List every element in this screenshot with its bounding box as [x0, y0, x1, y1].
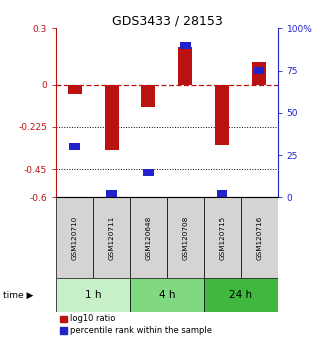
Text: time ▶: time ▶ [3, 291, 34, 299]
Bar [130, 278, 204, 312]
Bar [56, 278, 130, 312]
Bar [142, 85, 155, 107]
Title: GDS3433 / 28153: GDS3433 / 28153 [111, 14, 222, 27]
Bar [68, 85, 82, 94]
Text: GSM120708: GSM120708 [182, 216, 188, 260]
FancyBboxPatch shape [167, 198, 204, 278]
Text: 4 h: 4 h [159, 290, 175, 300]
FancyBboxPatch shape [56, 198, 93, 278]
Bar [143, 169, 154, 176]
Text: GSM120648: GSM120648 [145, 216, 152, 260]
Bar [105, 85, 118, 150]
Legend: log10 ratio, percentile rank within the sample: log10 ratio, percentile rank within the … [60, 314, 213, 335]
Text: GSM120716: GSM120716 [256, 216, 262, 260]
FancyBboxPatch shape [93, 198, 130, 278]
FancyBboxPatch shape [241, 198, 278, 278]
Bar [180, 42, 191, 49]
FancyBboxPatch shape [130, 198, 167, 278]
Text: GSM120710: GSM120710 [72, 216, 78, 260]
Text: GSM120711: GSM120711 [108, 216, 115, 260]
Text: 1 h: 1 h [85, 290, 101, 300]
Bar [217, 190, 228, 198]
Bar [106, 190, 117, 198]
Bar [254, 67, 265, 74]
Text: 24 h: 24 h [229, 290, 252, 300]
Bar [252, 62, 266, 85]
FancyBboxPatch shape [204, 198, 241, 278]
Bar [215, 85, 229, 145]
Bar [69, 143, 80, 150]
Bar [178, 47, 192, 85]
Bar [204, 278, 278, 312]
Text: GSM120715: GSM120715 [219, 216, 225, 260]
